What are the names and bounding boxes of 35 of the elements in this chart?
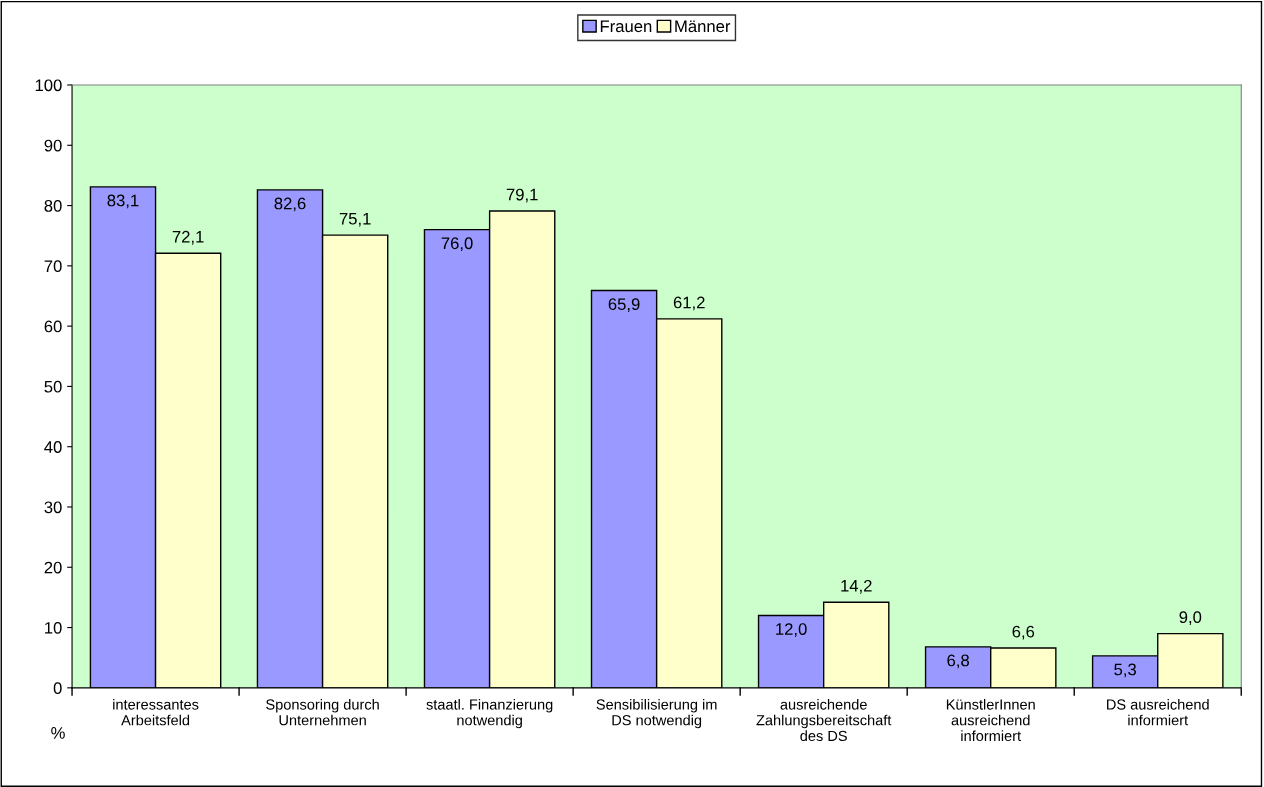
y-tick-label: 80 [44, 199, 62, 212]
legend-label: Frauen [600, 20, 652, 33]
data-label: 79,1 [506, 188, 538, 203]
y-tick-label: 30 [44, 501, 62, 514]
y-axis-title: % [51, 727, 65, 739]
data-label: 61,2 [673, 296, 705, 311]
data-label: 6,6 [1012, 625, 1035, 640]
data-label: 5,3 [1114, 663, 1137, 678]
y-tick-label: 10 [45, 621, 62, 634]
x-tick-label: Sensibilisierung im DS notwendig [596, 698, 717, 729]
y-tick-label: 90 [44, 139, 62, 152]
y-tick-label: 40 [44, 441, 62, 453]
data-label: 9,0 [1179, 611, 1202, 626]
legend-label: Männer [675, 20, 731, 33]
data-label: 14,2 [841, 579, 872, 594]
data-label: 6,8 [947, 654, 969, 669]
data-label: 75,1 [339, 212, 371, 227]
y-tick-label: 20 [44, 561, 62, 574]
data-label: 12,0 [776, 623, 807, 637]
y-tick-label: 0 [53, 682, 62, 695]
x-tick-label: ausreichende Zahlungsbereitschaft des DS [756, 698, 892, 742]
x-tick-label: interessantes Arbeitsfeld [113, 698, 199, 726]
x-tick-label: DS ausreichend informiert [1107, 698, 1209, 726]
y-tick-label: 60 [44, 320, 62, 333]
x-tick-label: Sponsoring durch Unternehmen [266, 698, 379, 726]
data-label: 83,1 [107, 194, 139, 209]
y-tick-label: 70 [44, 260, 62, 273]
y-tick-label: 100 [35, 79, 62, 92]
data-label: 72,1 [172, 230, 204, 245]
y-tick-label: 50 [44, 380, 62, 393]
data-label: 82,6 [274, 197, 306, 212]
x-tick-label: staatl. Finanzierung notwendig [426, 698, 553, 729]
data-label: 76,0 [441, 237, 473, 252]
data-label: 65,9 [608, 298, 640, 313]
x-tick-label: KünstlerInnen ausreichend informiert [946, 698, 1035, 742]
